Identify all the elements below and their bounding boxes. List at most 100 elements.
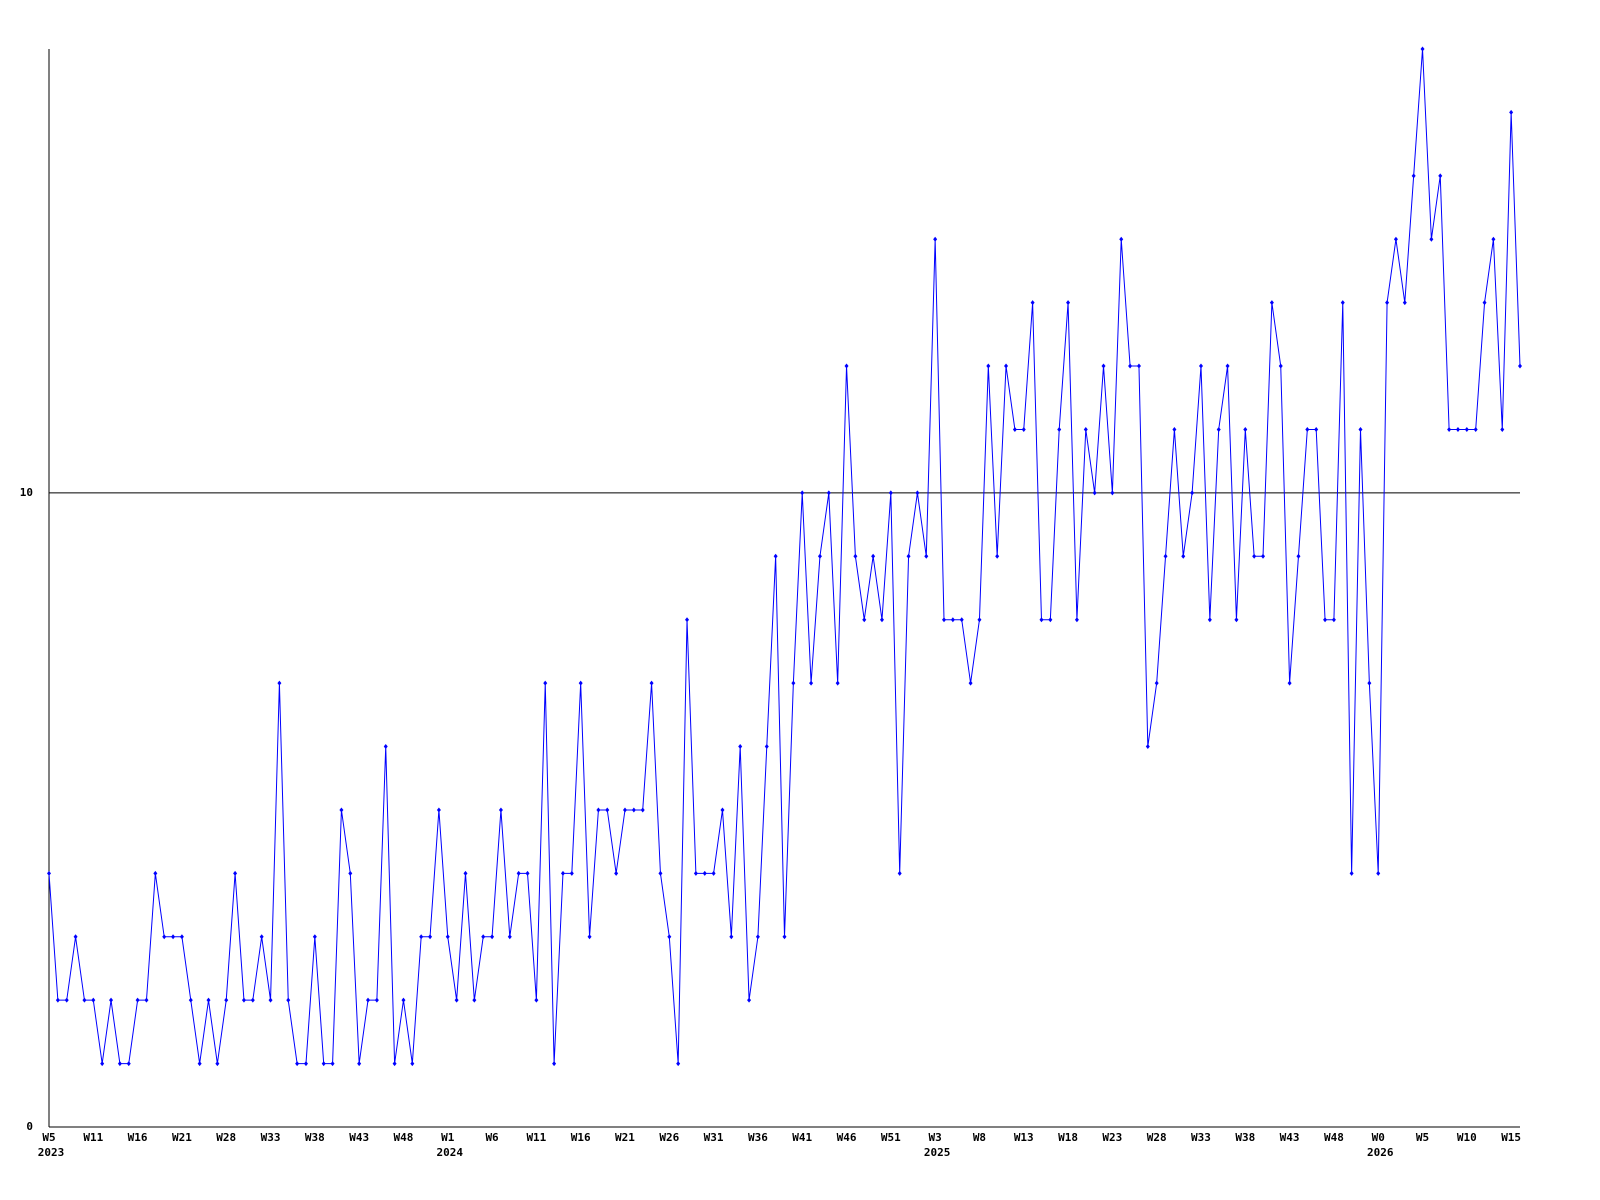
data-point [498,807,503,813]
data-point [1039,617,1044,623]
data-point [250,997,255,1003]
data-point [1048,617,1053,623]
data-point [481,934,486,940]
data-point [73,934,78,940]
x-year-label: 2024 [437,1146,464,1159]
data-point [658,870,663,876]
data-point [578,680,583,686]
data-point [862,617,867,623]
data-point [817,553,822,559]
data-point [135,997,140,1003]
data-point [1190,490,1195,496]
data-point [64,997,69,1003]
data-point [711,870,716,876]
data-point [1128,363,1133,369]
data-point [179,934,184,940]
x-tick-label: W10 [1457,1131,1477,1144]
data-point [1119,236,1124,242]
x-tick-label: W18 [1058,1131,1078,1144]
data-point [649,680,654,686]
x-tick-label: W5 [1416,1131,1429,1144]
data-point [1198,363,1203,369]
x-tick-label: W15 [1501,1131,1521,1144]
data-point [879,617,884,623]
data-point [312,934,317,940]
data-point [1092,490,1097,496]
data-point [525,870,530,876]
data-point [1464,426,1469,432]
x-tick-label: W46 [837,1131,857,1144]
data-point [729,934,734,940]
x-tick-label: W28 [1147,1131,1167,1144]
data-point [374,997,379,1003]
data-point [277,680,282,686]
data-point [1385,300,1390,306]
data-point [1473,426,1478,432]
x-tick-label: W31 [704,1131,724,1144]
data-point [1234,617,1239,623]
x-tick-label: W38 [305,1131,325,1144]
data-point [1411,173,1416,179]
data-point [1278,363,1283,369]
data-point [1340,300,1345,306]
data-point [1110,490,1115,496]
x-tick-label: W5 [42,1131,55,1144]
data-point [357,1061,362,1067]
data-point [383,744,388,750]
data-point [126,1061,131,1067]
y-tick-label: 10 [20,486,33,499]
data-point [667,934,672,940]
x-tick-label: W26 [659,1131,679,1144]
data-point [1172,426,1177,432]
data-point [241,997,246,1003]
data-point [1349,870,1354,876]
data-point [188,997,193,1003]
data-point [1154,680,1159,686]
data-point [233,870,238,876]
data-point [82,997,87,1003]
data-point [1438,173,1443,179]
data-point [1367,680,1372,686]
data-point [144,997,149,1003]
x-tick-label: W38 [1235,1131,1255,1144]
data-point [1181,553,1186,559]
x-tick-label: W6 [485,1131,499,1144]
data-point [1509,109,1514,115]
data-point [436,807,441,813]
x-tick-label: W41 [792,1131,812,1144]
data-point [1482,300,1487,306]
x-tick-label: W43 [349,1131,369,1144]
data-point [773,553,778,559]
data-point [1376,870,1381,876]
x-year-label: 2023 [38,1146,65,1159]
x-tick-label: W16 [571,1131,591,1144]
data-point [569,870,574,876]
x-tick-label: W33 [1191,1131,1211,1144]
data-point [534,997,539,1003]
data-point [977,617,982,623]
data-point [206,997,211,1003]
data-point [1358,426,1363,432]
data-point [1331,617,1336,623]
data-point [197,1061,202,1067]
data-point [1136,363,1141,369]
data-point [596,807,601,813]
x-year-label: 2026 [1367,1146,1394,1159]
data-point [986,363,991,369]
data-point [622,807,627,813]
data-point [117,1061,122,1067]
data-point [720,807,725,813]
data-point [560,870,565,876]
y-tick-label: 0 [26,1120,33,1133]
data-point [1030,300,1035,306]
data-point [1393,236,1398,242]
data-point [339,807,344,813]
data-point [968,680,973,686]
data-point [321,1061,326,1067]
data-point [1074,617,1079,623]
x-tick-label: W3 [929,1131,942,1144]
data-point [507,934,512,940]
data-point [1066,300,1071,306]
data-point [933,236,938,242]
data-point [1207,617,1212,623]
